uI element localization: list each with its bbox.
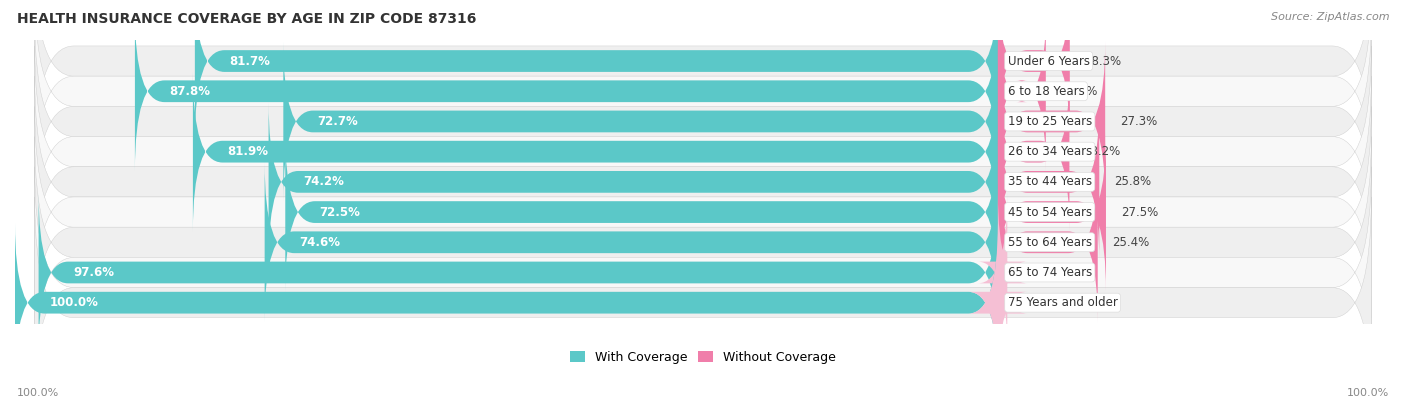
Text: 6 to 18 Years: 6 to 18 Years: [1008, 85, 1084, 98]
FancyBboxPatch shape: [35, 197, 1371, 408]
FancyBboxPatch shape: [998, 42, 1105, 201]
Text: Source: ZipAtlas.com: Source: ZipAtlas.com: [1271, 12, 1389, 22]
Text: 97.6%: 97.6%: [73, 266, 114, 279]
Text: HEALTH INSURANCE COVERAGE BY AGE IN ZIP CODE 87316: HEALTH INSURANCE COVERAGE BY AGE IN ZIP …: [17, 12, 477, 27]
FancyBboxPatch shape: [38, 193, 998, 352]
Text: 81.9%: 81.9%: [228, 145, 269, 158]
Text: 2.4%: 2.4%: [1022, 266, 1052, 279]
FancyBboxPatch shape: [35, 106, 1371, 318]
FancyBboxPatch shape: [195, 0, 998, 141]
Text: 19 to 25 Years: 19 to 25 Years: [1008, 115, 1092, 128]
FancyBboxPatch shape: [35, 167, 1371, 378]
FancyBboxPatch shape: [35, 137, 1371, 348]
Text: 74.6%: 74.6%: [299, 236, 340, 249]
Text: 81.7%: 81.7%: [229, 54, 270, 68]
Legend: With Coverage, Without Coverage: With Coverage, Without Coverage: [565, 346, 841, 369]
Text: 27.3%: 27.3%: [1121, 115, 1157, 128]
FancyBboxPatch shape: [977, 193, 1028, 352]
FancyBboxPatch shape: [998, 163, 1098, 322]
FancyBboxPatch shape: [998, 0, 1070, 141]
Text: 72.5%: 72.5%: [319, 205, 360, 219]
Text: 45 to 54 Years: 45 to 54 Years: [1008, 205, 1092, 219]
FancyBboxPatch shape: [284, 42, 998, 201]
Text: Under 6 Years: Under 6 Years: [1008, 54, 1090, 68]
FancyBboxPatch shape: [135, 12, 998, 171]
Text: 100.0%: 100.0%: [17, 388, 59, 398]
Text: 18.3%: 18.3%: [1084, 54, 1122, 68]
Text: 100.0%: 100.0%: [1347, 388, 1389, 398]
FancyBboxPatch shape: [35, 0, 1371, 197]
Text: 74.2%: 74.2%: [302, 176, 344, 188]
FancyBboxPatch shape: [998, 72, 1070, 232]
FancyBboxPatch shape: [35, 0, 1371, 167]
Text: 75 Years and older: 75 Years and older: [1008, 296, 1118, 309]
FancyBboxPatch shape: [998, 12, 1046, 171]
FancyBboxPatch shape: [969, 223, 1028, 383]
Text: 26 to 34 Years: 26 to 34 Years: [1008, 145, 1092, 158]
Text: 35 to 44 Years: 35 to 44 Years: [1008, 176, 1092, 188]
FancyBboxPatch shape: [269, 102, 998, 261]
Text: 27.5%: 27.5%: [1121, 205, 1159, 219]
FancyBboxPatch shape: [35, 46, 1371, 257]
FancyBboxPatch shape: [264, 163, 998, 322]
FancyBboxPatch shape: [285, 132, 998, 292]
FancyBboxPatch shape: [35, 16, 1371, 227]
FancyBboxPatch shape: [15, 223, 998, 383]
Text: 65 to 74 Years: 65 to 74 Years: [1008, 266, 1092, 279]
Text: 100.0%: 100.0%: [49, 296, 98, 309]
Text: 12.2%: 12.2%: [1060, 85, 1098, 98]
Text: 25.8%: 25.8%: [1114, 176, 1152, 188]
Text: 55 to 64 Years: 55 to 64 Years: [1008, 236, 1092, 249]
Text: 25.4%: 25.4%: [1112, 236, 1150, 249]
Text: 18.2%: 18.2%: [1084, 145, 1122, 158]
FancyBboxPatch shape: [998, 102, 1099, 261]
FancyBboxPatch shape: [193, 72, 998, 232]
Text: 72.7%: 72.7%: [318, 115, 359, 128]
Text: 87.8%: 87.8%: [169, 85, 211, 98]
FancyBboxPatch shape: [998, 132, 1107, 292]
FancyBboxPatch shape: [35, 76, 1371, 288]
Text: 0.0%: 0.0%: [1012, 296, 1042, 309]
